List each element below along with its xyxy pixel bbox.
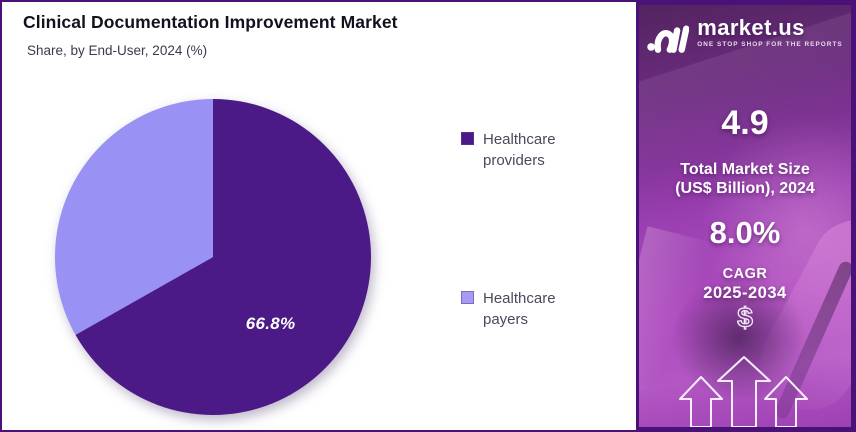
cagr-label-line2: 2025-2034 [703,284,787,302]
sidebar: market.us ONE STOP SHOP FOR THE REPORTS … [636,2,854,430]
cagr-value: 8.0% [709,215,781,250]
chart-legend: Healthcare providers Healthcare payers [461,129,581,330]
legend-swatch-icon [461,132,474,145]
brand-tagline: ONE STOP SHOP FOR THE REPORTS [697,41,843,48]
page-title: Clinical Documentation Improvement Marke… [23,12,398,32]
legend-item-healthcare-payers: Healthcare payers [461,288,581,330]
brand-text-block: market.us ONE STOP SHOP FOR THE REPORTS [697,15,843,49]
pie-chart: 66.8% [53,97,373,417]
pie-data-label: 66.8% [245,314,296,334]
legend-swatch-icon [461,291,474,304]
pie-slice-1 [54,99,213,335]
growth-arrows-icon [679,356,808,427]
brand-name: market.us [697,15,805,40]
cagr-label-line1: CAGR [722,266,768,282]
market-size-label-line2: (US$ Billion), 2024 [675,180,815,197]
chart-subtitle: Share, by End-User, 2024 (%) [27,43,208,58]
market-size-label-line1: Total Market Size [680,161,810,178]
pie-slice-0 [75,99,371,415]
legend-item-label: Healthcare payers [483,290,556,328]
market-us-logo-icon [647,25,690,53]
brand-logo: market.us ONE STOP SHOP FOR THE REPORTS [639,16,851,53]
pie-svg [54,99,371,415]
legend-item-healthcare-providers: Healthcare providers [461,129,581,171]
market-size-value: 4.9 [721,104,769,142]
dollar-icon: $ [737,301,754,333]
market-size-label: Total Market Size (US$ Billion), 2024 [639,160,851,198]
legend-item-label: Healthcare providers [483,131,556,169]
